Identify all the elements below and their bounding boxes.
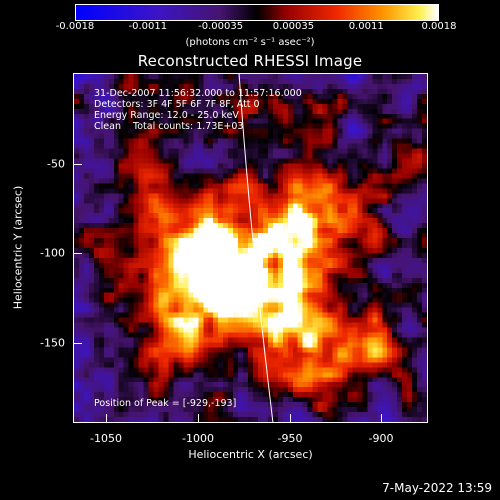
x-tick-mark (106, 414, 107, 423)
colorbar-tick-label: 0.0018 (421, 21, 457, 32)
x-tick-label: -1000 (182, 432, 214, 445)
info-time-range: 31-Dec-2007 11:56:32.000 to 11:57:16.000 (94, 88, 302, 99)
info-peak-position: Position of Peak = [-929,-193] (94, 398, 237, 409)
image-plot: 31-Dec-2007 11:56:32.000 to 11:57:16.000… (73, 73, 428, 423)
x-tick-label: -1050 (90, 432, 122, 445)
colorbar-tick-label: -0.0011 (128, 21, 168, 32)
x-tick-label: -950 (277, 432, 303, 445)
render-timestamp: 7-May-2022 13:59 (382, 481, 492, 495)
x-tick-mark (290, 414, 291, 423)
y-tick-mark (73, 343, 82, 344)
colorbar-units-label: (photons cm⁻² s⁻¹ asec⁻²) (185, 37, 315, 48)
y-tick-mark (73, 164, 82, 165)
x-tick-label: -900 (368, 432, 394, 445)
colorbar-tick-label: 0.00035 (272, 21, 315, 32)
plot-title: Reconstructed RHESSI Image (137, 52, 363, 70)
colorbar (75, 4, 439, 21)
y-tick-label: -150 (40, 336, 65, 350)
info-total-counts: Clean Total counts: 1.73E+03 (94, 121, 244, 132)
y-axis-label: Heliocentric Y (arcsec) (11, 185, 25, 310)
solar-limb-line (238, 74, 274, 422)
y-tick-mark (73, 253, 82, 254)
x-tick-mark (381, 414, 382, 423)
colorbar-tick-label: -0.0018 (55, 21, 95, 32)
x-axis-label: Heliocentric X (arcsec) (188, 448, 313, 461)
y-tick-label: -50 (47, 157, 65, 171)
info-detectors: Detectors: 3F 4F 5F 6F 7F 8F, Att 0 (94, 99, 260, 110)
colorbar-tick-label: -0.00035 (198, 21, 244, 32)
info-energy-range: Energy Range: 12.0 - 25.0 keV (94, 110, 239, 121)
x-tick-mark (198, 414, 199, 423)
colorbar-tick-label: 0.0011 (348, 21, 384, 32)
rhessi-image (74, 74, 427, 422)
y-tick-label: -100 (40, 246, 65, 260)
